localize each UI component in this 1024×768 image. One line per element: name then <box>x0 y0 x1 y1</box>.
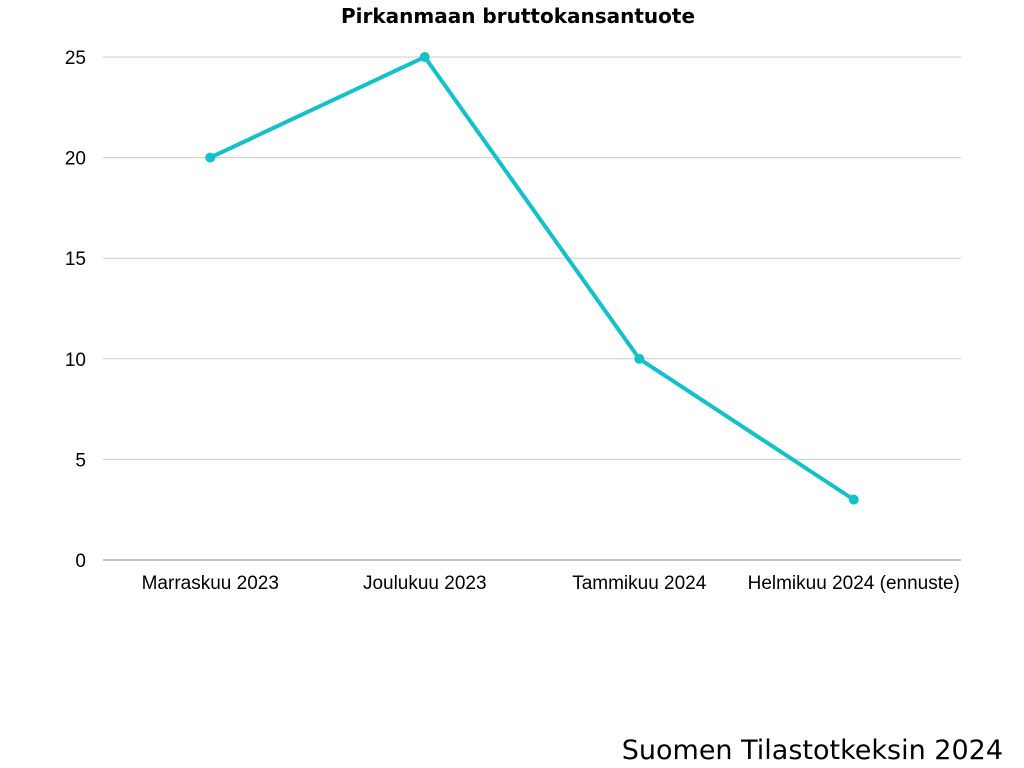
y-tick-label: 25 <box>65 48 86 69</box>
y-tick-label: 20 <box>65 149 86 170</box>
data-point <box>419 52 430 62</box>
x-axis-ticks: Marraskuu 2023 Joulukuu 2023 Tammikuu 2024… <box>142 573 960 594</box>
data-point <box>634 353 645 364</box>
x-tick-label: Marraskuu 2023 <box>142 573 279 594</box>
x-tick-label: Helmikuu 2024 (ennuste) <box>748 573 960 594</box>
source-note: Suomen Tilastotkeksin 2024 <box>621 735 1003 766</box>
x-tick-label: Tammikuu 2024 <box>572 573 707 594</box>
y-tick-label: 10 <box>65 350 86 371</box>
y-tick-label: 0 <box>75 551 86 572</box>
gridlines <box>103 56 961 460</box>
series-layer <box>205 52 859 505</box>
y-tick-label: 15 <box>65 249 86 270</box>
chart-title: Pirkanmaan bruttokansantuote <box>341 4 695 28</box>
series-line <box>208 55 856 502</box>
y-tick-label: 5 <box>75 450 86 471</box>
data-point <box>848 494 859 505</box>
x-tick-label: Joulukuu 2023 <box>363 573 487 594</box>
data-point <box>205 152 216 163</box>
y-axis-ticks: 0 5 10 15 20 25 <box>65 48 86 572</box>
